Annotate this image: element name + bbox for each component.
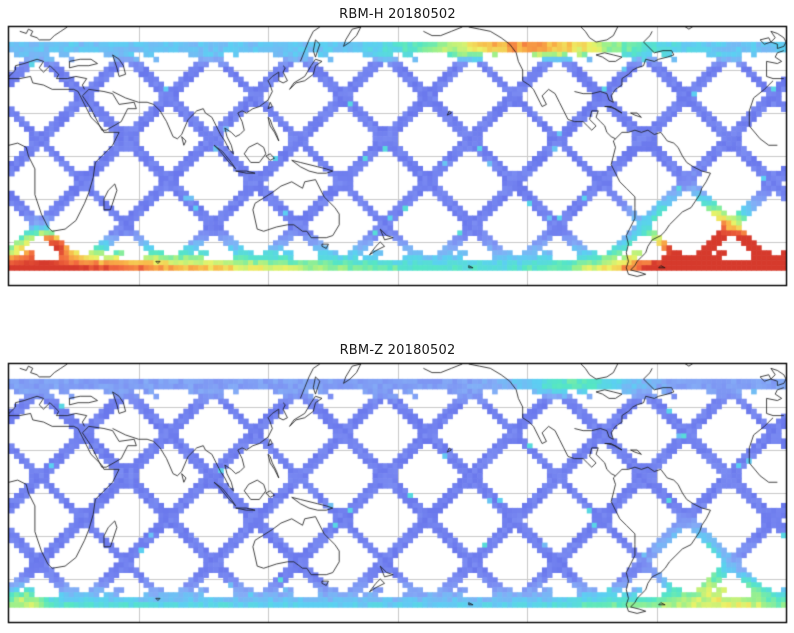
panel-title-rbm-z: RBM-Z 20180502 [339, 343, 456, 358]
map-canvas-rbm-h [7, 25, 788, 287]
map-canvas-rbm-z [7, 362, 788, 624]
panel-title-rbm-h: RBM-H 20180502 [339, 7, 456, 22]
